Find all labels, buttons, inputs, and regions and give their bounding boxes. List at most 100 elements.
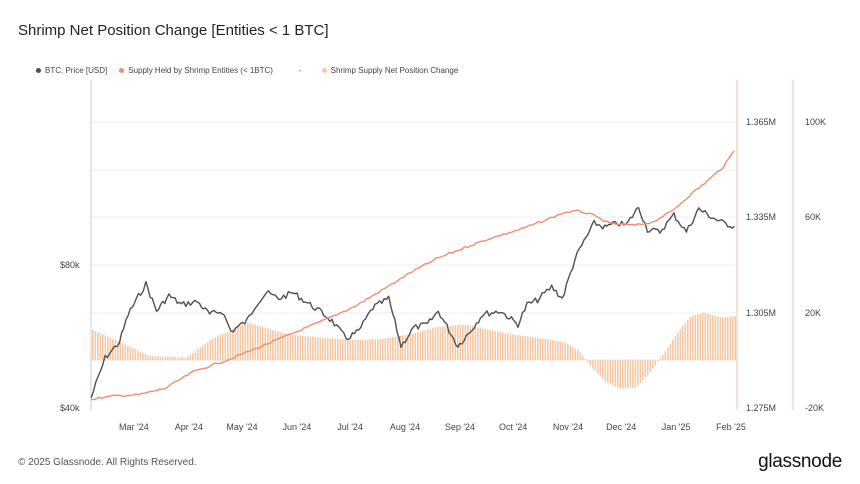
net-position-bar (469, 325, 472, 361)
net-position-bar (489, 330, 492, 361)
net-position-bar (174, 357, 177, 361)
net-position-bar (424, 330, 427, 361)
net-position-bar (419, 331, 422, 361)
net-position-bar (99, 333, 102, 361)
net-position-bar (644, 360, 647, 378)
net-position-bar (714, 315, 717, 361)
net-position-bar (599, 360, 602, 377)
net-position-bar (189, 354, 192, 361)
legend-item-net[interactable]: Shrimp Supply Net Position Change (321, 66, 458, 75)
net-position-bar (319, 337, 322, 361)
net-position-bar (202, 345, 204, 361)
net-position-bar (182, 357, 184, 361)
net-position-bar (547, 339, 549, 361)
net-position-bar (334, 338, 337, 361)
net-position-bar (169, 357, 172, 361)
net-position-bar (287, 334, 289, 361)
net-position-bar (159, 356, 162, 361)
net-position-bar (697, 314, 699, 361)
axes (90, 80, 794, 410)
net-position-bar (109, 337, 112, 361)
net-position-bar (237, 326, 239, 361)
net-position-bar (642, 360, 644, 381)
net-position-bar (374, 339, 377, 361)
net-position-bar (389, 337, 392, 361)
net-position-bar (527, 336, 529, 361)
net-position-bar (444, 326, 447, 361)
net-position-bar (369, 339, 372, 361)
net-position-bar (707, 313, 709, 361)
net-position-bar (277, 331, 279, 361)
mid-axis-tick: 1.365M (746, 117, 776, 127)
net-position-bar (94, 330, 97, 361)
net-position-bar (447, 326, 449, 361)
net-position-bar (479, 327, 482, 361)
net-position-bar (289, 334, 292, 361)
legend-label-price: BTC: Price [USD] (45, 66, 108, 75)
net-position-bars (92, 312, 737, 389)
net-position-bar (567, 344, 569, 361)
series-lines (90, 150, 735, 401)
legend-swatch-net (321, 68, 327, 73)
net-position-bar (629, 360, 632, 389)
net-position-bar (689, 316, 692, 361)
x-axis-tick: Jan '25 (662, 422, 691, 432)
right-axis-tick: 100K (805, 117, 826, 127)
right-axis-tick: 20K (805, 308, 821, 318)
net-position-bar (417, 332, 419, 361)
net-position-bar (372, 339, 374, 361)
net-position-bar (294, 335, 297, 361)
net-position-bar (624, 360, 627, 389)
net-position-bar (362, 339, 364, 361)
net-position-bar (172, 357, 174, 361)
net-position-bar (222, 333, 224, 361)
x-axis-tick: Feb '25 (716, 422, 746, 432)
net-position-bar (569, 345, 572, 361)
net-position-bar (539, 338, 542, 361)
net-position-bar (502, 332, 504, 361)
net-position-bar (194, 351, 197, 361)
net-position-bar (317, 337, 319, 361)
net-position-bar (467, 325, 469, 361)
net-position-bar (609, 360, 612, 385)
net-position-bar (367, 339, 369, 361)
net-position-bar (192, 352, 194, 361)
net-position-bar (149, 355, 152, 361)
net-position-bar (699, 313, 702, 361)
x-axis-tick: Oct '24 (499, 422, 527, 432)
net-position-bar (617, 360, 619, 388)
net-position-bar (274, 330, 277, 361)
net-position-bar (97, 332, 99, 361)
legend-item-supply[interactable]: Supply Held by Shrimp Entities (< 1BTC) (119, 66, 273, 75)
net-position-bar (272, 329, 274, 361)
net-position-bar (712, 315, 714, 361)
net-position-bar (637, 360, 639, 386)
net-position-bar (612, 360, 614, 386)
net-position-bar (297, 335, 299, 361)
mid-axis-tick: 1.275M (746, 403, 776, 413)
net-position-bar (559, 341, 562, 361)
net-position-bar (117, 341, 119, 361)
net-position-bar (154, 356, 157, 361)
net-position-bar (129, 346, 132, 361)
net-position-bar (227, 331, 229, 361)
net-position-bar (102, 334, 104, 361)
net-position-bar (229, 330, 232, 361)
net-position-bar (407, 334, 409, 361)
net-position-bar (164, 356, 167, 361)
net-position-bar (519, 335, 522, 361)
net-position-bar (349, 339, 352, 361)
net-position-bar (347, 339, 349, 361)
net-position-bar (304, 336, 307, 361)
net-position-bar (259, 326, 262, 361)
net-position-bar (364, 339, 367, 361)
x-axis-tick: May '24 (226, 422, 257, 432)
net-position-bar (672, 340, 674, 361)
net-position-bar (402, 335, 404, 361)
net-position-bar (514, 334, 517, 361)
net-position-bar (494, 331, 497, 361)
brand-logo: glassnode (758, 451, 842, 472)
legend-item-price[interactable]: BTC: Price [USD] (36, 66, 107, 75)
legend-separator-text: - (298, 66, 302, 75)
x-axis-tick: Aug '24 (390, 422, 420, 432)
